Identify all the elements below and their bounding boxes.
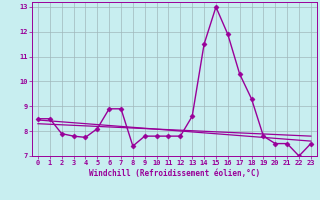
X-axis label: Windchill (Refroidissement éolien,°C): Windchill (Refroidissement éolien,°C) [89, 169, 260, 178]
